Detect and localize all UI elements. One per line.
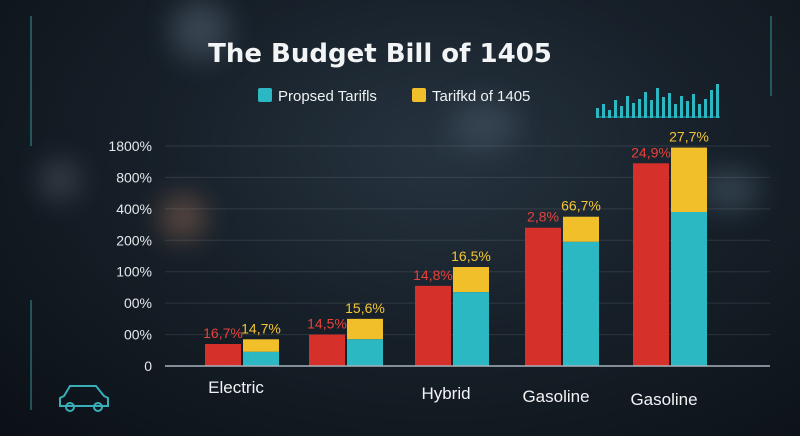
y-tick-label: 1800% <box>108 138 152 154</box>
trend-sparkline-icon <box>596 84 720 118</box>
x-category-label: Gasoline <box>630 390 697 409</box>
bar-yellow-segment <box>347 318 383 340</box>
bar-teal-segment <box>243 351 279 366</box>
bar-yellow-segment <box>563 216 599 242</box>
y-tick-label: 00% <box>124 295 152 311</box>
yellow-data-label: 14,7% <box>241 320 281 336</box>
yellow-data-label: 27,7% <box>669 129 709 145</box>
x-category-label: Hybrid <box>421 384 470 403</box>
bar-yellow-segment <box>453 267 489 293</box>
bar-teal-segment <box>671 212 707 366</box>
y-tick-label: 00% <box>124 327 152 343</box>
red-data-label: 14,8% <box>413 267 453 283</box>
legend-label-tariffs: Tarifkd of 1405 <box>432 88 530 105</box>
chart-title: The Budget Bill of 1405 <box>208 39 552 69</box>
y-tick-label: 400% <box>116 201 152 217</box>
background-bokeh <box>170 0 230 60</box>
x-category-label: Electric <box>208 378 264 397</box>
background-bokeh <box>700 170 760 210</box>
bar-yellow-segment <box>243 339 279 352</box>
background-bokeh <box>450 100 520 150</box>
red-data-label: 24,9% <box>631 144 671 160</box>
y-tick-label: 0 <box>144 358 152 374</box>
y-tick-label: 800% <box>116 169 152 185</box>
bar-red <box>415 285 451 366</box>
bar-yellow-segment <box>671 147 707 212</box>
red-data-label: 2,8% <box>527 209 559 225</box>
bar-teal-segment <box>453 292 489 366</box>
background-bokeh <box>40 160 80 200</box>
frame-line <box>770 16 772 96</box>
bar-red <box>309 334 345 366</box>
legend-swatch-tariffs <box>412 88 426 102</box>
legend-label-proposed: Propsed Tarifls <box>278 88 377 105</box>
x-category-label: Gasoline <box>522 387 589 406</box>
frame-line <box>30 300 32 410</box>
yellow-data-label: 15,6% <box>345 300 385 316</box>
bar-teal-segment <box>347 339 383 366</box>
frame-line <box>30 16 32 146</box>
yellow-data-label: 16,5% <box>451 248 491 264</box>
y-tick-label: 100% <box>116 264 152 280</box>
bar-red <box>525 227 561 366</box>
bar-red <box>205 344 241 366</box>
background-bokeh <box>160 195 205 240</box>
red-data-label: 16,7% <box>203 325 243 341</box>
bar-teal-segment <box>563 241 599 366</box>
y-tick-label: 200% <box>116 232 152 248</box>
yellow-data-label: 66,7% <box>561 198 601 214</box>
car-icon <box>59 385 109 412</box>
red-data-label: 14,5% <box>307 316 347 332</box>
legend-swatch-proposed <box>258 88 272 102</box>
bar-red <box>633 163 669 366</box>
